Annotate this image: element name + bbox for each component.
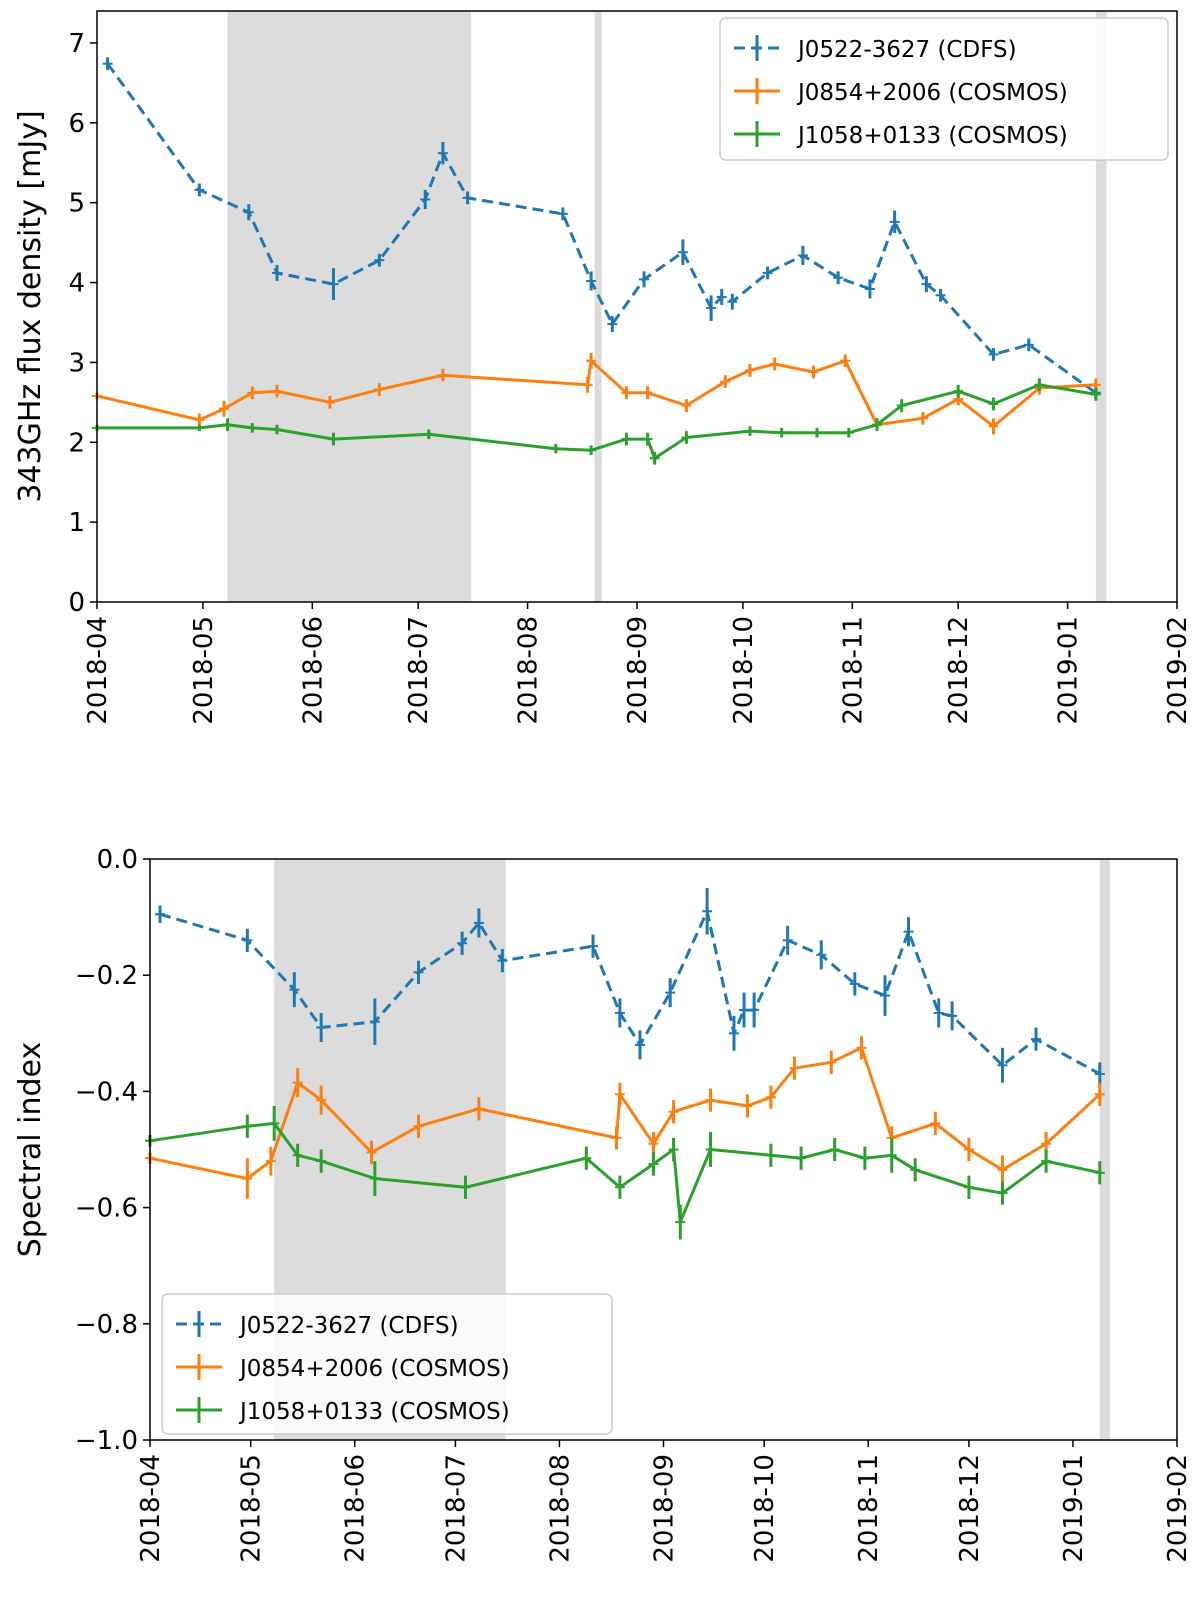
x-tick-label: 2018-06 bbox=[341, 1454, 371, 1563]
legend-box bbox=[161, 1293, 613, 1435]
y-tick-label: 3 bbox=[68, 348, 85, 378]
y-tick-label: 2 bbox=[68, 428, 85, 458]
y-tick-label: 0 bbox=[68, 588, 85, 618]
x-tick-label: 2019-02 bbox=[1163, 1454, 1193, 1563]
x-tick-label: 2019-01 bbox=[1054, 616, 1084, 725]
y-tick-label: −0.8 bbox=[75, 1310, 138, 1340]
x-tick-label: 2018-09 bbox=[650, 1454, 680, 1563]
series-1 bbox=[92, 352, 1101, 435]
x-tick-label: 2018-12 bbox=[955, 1454, 985, 1563]
legend-label-1: J0854+2006 (COSMOS) bbox=[238, 1356, 510, 1382]
series-0 bbox=[155, 888, 1105, 1086]
x-tick-label: 2019-01 bbox=[1059, 1454, 1089, 1563]
legend-label-2: J1058+0133 (COSMOS) bbox=[238, 1399, 510, 1425]
x-tick-label: 2018-11 bbox=[854, 1454, 884, 1563]
y-tick-label: −0.4 bbox=[75, 1077, 138, 1107]
legend: J0522-3627 (CDFS) J0854+2006 (COSMOS) J105… bbox=[161, 1293, 613, 1435]
y-axis-label: Spectral index bbox=[13, 1042, 48, 1257]
y-tick-label: 4 bbox=[68, 269, 85, 299]
series-line-0 bbox=[106, 62, 1097, 395]
x-tick-label: 2018-05 bbox=[237, 1454, 267, 1563]
legend-label-0: J0522-3627 (CDFS) bbox=[238, 1313, 459, 1339]
legend-box bbox=[719, 17, 1169, 161]
x-tick-label: 2018-08 bbox=[514, 616, 544, 725]
shaded-interval-2 bbox=[1095, 11, 1107, 602]
legend-label-2: J1058+0133 (COSMOS) bbox=[796, 123, 1068, 149]
x-tick-label: 2019-02 bbox=[1163, 616, 1193, 725]
flux-density-chart: 0 1 2 3 4 5 6 7 2018-04 2018-05 2018-06 2018-07 2018… bbox=[13, 10, 1193, 725]
x-tick-label: 2018-06 bbox=[298, 616, 328, 725]
x-tick-label: 2018-11 bbox=[838, 616, 868, 725]
x-tick-label: 2018-05 bbox=[189, 616, 219, 725]
x-tick-label: 2018-12 bbox=[944, 616, 974, 725]
y-tick-label: 5 bbox=[68, 189, 85, 219]
x-tick-label: 2018-07 bbox=[441, 1454, 471, 1563]
series-2 bbox=[92, 378, 1101, 465]
series-1 bbox=[145, 1036, 1105, 1199]
series-0 bbox=[102, 57, 1101, 400]
x-tick-label: 2018-04 bbox=[136, 1454, 166, 1563]
y-tick-label: −1.0 bbox=[75, 1426, 138, 1456]
shaded-interval-0 bbox=[227, 11, 472, 602]
legend: J0522-3627 (CDFS) J0854+2006 (COSMOS) J105… bbox=[719, 17, 1169, 161]
shaded-interval-1 bbox=[1099, 859, 1110, 1440]
y-tick-label: 6 bbox=[68, 109, 85, 139]
x-tick-label: 2018-10 bbox=[729, 616, 759, 725]
y-tick-label: 1 bbox=[68, 508, 85, 538]
y-tick-label: −0.2 bbox=[75, 961, 138, 991]
x-tick-label: 2018-07 bbox=[404, 616, 434, 725]
y-tick-label: −0.6 bbox=[75, 1194, 138, 1224]
y-axis-label: 343GHz flux density [mJy] bbox=[13, 110, 48, 502]
legend-label-0: J0522-3627 (CDFS) bbox=[796, 37, 1017, 63]
x-tick-label: 2018-08 bbox=[545, 1454, 575, 1563]
shaded-interval-1 bbox=[594, 11, 602, 602]
series-line-1 bbox=[149, 1046, 1101, 1180]
series-2 bbox=[145, 1105, 1105, 1240]
spectral-index-chart: −1.0 −0.8 −0.6 −0.4 −0.2 0.0 2018-04 2018-05 201… bbox=[13, 845, 1193, 1563]
x-tick-label: 2018-04 bbox=[83, 616, 113, 725]
y-tick-label: 0.0 bbox=[97, 845, 138, 875]
x-tick-label: 2018-10 bbox=[750, 1454, 780, 1563]
y-tick-label: 7 bbox=[68, 29, 85, 59]
legend-label-1: J0854+2006 (COSMOS) bbox=[796, 80, 1068, 106]
x-tick-label: 2018-09 bbox=[623, 616, 653, 725]
